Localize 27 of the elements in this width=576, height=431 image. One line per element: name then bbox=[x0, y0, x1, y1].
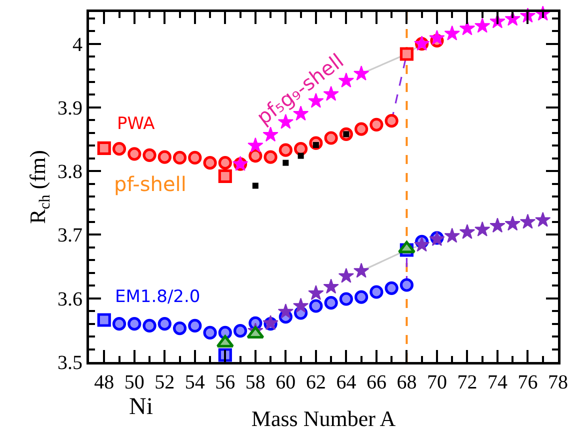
x-tick-label: 78 bbox=[548, 372, 568, 394]
x-tick-label: 70 bbox=[426, 372, 447, 394]
x-tick-label: 56 bbox=[215, 372, 236, 394]
x-tick-label: 68 bbox=[396, 372, 417, 394]
x-tick-label: 74 bbox=[487, 372, 508, 394]
x-tick-label: 72 bbox=[457, 372, 478, 394]
x-tick-label: 62 bbox=[306, 372, 326, 394]
x-tick-label: 48 bbox=[94, 372, 114, 394]
x-tick-label: 58 bbox=[245, 372, 266, 394]
x-tick-label: 52 bbox=[154, 372, 175, 394]
x-axis-title: Mass Number A bbox=[251, 406, 396, 431]
y-tick-label: 3.6 bbox=[58, 288, 82, 310]
x-tick-label: 54 bbox=[184, 372, 205, 394]
y-tick-label: 3.9 bbox=[58, 97, 82, 120]
y-tick-label: 3.8 bbox=[58, 161, 82, 184]
y-tick-label: 4 bbox=[72, 34, 82, 56]
annotation: pf-shell bbox=[114, 172, 186, 196]
x-tick-label: 66 bbox=[366, 372, 386, 394]
x-tick-label: 60 bbox=[276, 372, 296, 394]
y-tick-label: 3.5 bbox=[58, 352, 82, 374]
annotation: PWA bbox=[117, 114, 156, 134]
x-tick-label: 76 bbox=[518, 372, 538, 394]
y-tick-label: 3.7 bbox=[58, 224, 82, 247]
x-tick-label: 64 bbox=[336, 372, 356, 394]
text: Ni bbox=[129, 394, 154, 420]
annotation: EM1.8/2.0 bbox=[115, 287, 200, 307]
x-tick-label: 50 bbox=[124, 372, 144, 394]
